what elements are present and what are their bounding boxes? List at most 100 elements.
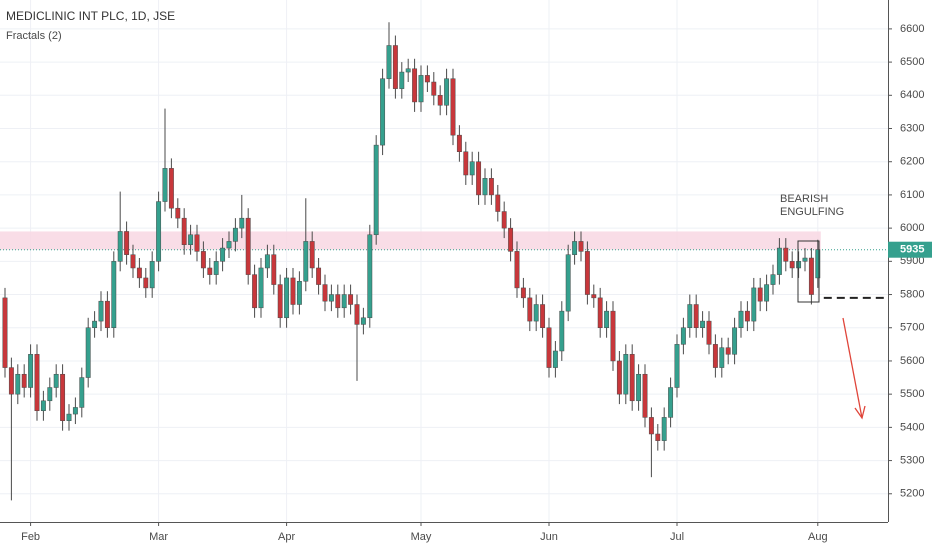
- candle-body: [104, 300, 110, 328]
- candle-body: [527, 297, 533, 322]
- candle-body: [565, 254, 571, 312]
- candle-body: [277, 284, 283, 319]
- candle-body: [412, 68, 418, 103]
- x-tick-label: Apr: [278, 531, 295, 543]
- candle-body: [789, 261, 795, 269]
- candle-body: [572, 241, 578, 255]
- y-tick-label: 6400: [900, 89, 924, 101]
- overlay: [0, 231, 888, 299]
- annotation-line: BEARISH: [780, 193, 828, 205]
- arrow-head: [854, 405, 866, 420]
- candle-body: [21, 373, 27, 388]
- candle-body: [476, 161, 482, 196]
- candle-body: [309, 241, 315, 269]
- candle-body: [175, 207, 181, 219]
- y-tick-label: 6300: [900, 122, 924, 134]
- candle-body: [98, 300, 104, 322]
- axes: 5200 5300 5400 5500 5600 5700 5800 5900 6000 6100…: [21, 23, 932, 543]
- candle-body: [495, 194, 501, 212]
- candle-body: [636, 373, 642, 402]
- candle-body: [629, 354, 635, 402]
- candle-body: [380, 78, 386, 146]
- candle-body: [399, 71, 405, 89]
- candle-body: [559, 310, 565, 352]
- candle-body: [53, 373, 59, 388]
- candle-body: [764, 284, 770, 302]
- arrow-shaft: [842, 317, 863, 419]
- candle-body: [700, 320, 706, 328]
- candle-body: [744, 310, 750, 322]
- y-tick-label: 6500: [900, 56, 924, 68]
- candle-body: [271, 254, 277, 285]
- candle-body: [540, 304, 546, 328]
- candle-body: [533, 304, 539, 322]
- candle-body: [232, 227, 238, 242]
- candle-body: [258, 267, 264, 309]
- candle-body: [488, 178, 494, 196]
- y-tick-label: 5500: [900, 388, 924, 400]
- y-tick-label: 5600: [900, 355, 924, 367]
- candle-body: [15, 373, 21, 395]
- resistance-zone: [0, 231, 821, 250]
- last-price-label: 5935: [900, 244, 924, 256]
- candle-body: [124, 231, 130, 255]
- candle-body: [156, 201, 162, 262]
- candle-body: [719, 347, 725, 368]
- candle-body: [450, 78, 456, 136]
- candle-body: [661, 417, 667, 441]
- candle-body: [348, 294, 354, 305]
- candle-body: [367, 234, 373, 319]
- y-tick-label: 5900: [900, 255, 924, 267]
- candle-body: [149, 261, 155, 289]
- candle-body: [194, 234, 200, 252]
- candle-body: [706, 320, 712, 345]
- candle-body: [578, 241, 584, 252]
- pattern-box: [797, 240, 820, 303]
- candle-body: [668, 387, 674, 418]
- forecast-arrow: [842, 317, 866, 420]
- candle-body: [456, 134, 462, 153]
- candle-body: [604, 310, 610, 328]
- candle-body: [213, 261, 219, 275]
- candle-body: [207, 267, 213, 275]
- candle-body: [143, 277, 149, 289]
- candle-body: [546, 327, 552, 368]
- candles: [2, 22, 821, 501]
- chart-title: MEDICLINIC INT PLC, 1D, JSE: [6, 9, 175, 23]
- x-tick-label: Jul: [670, 531, 684, 543]
- candle-body: [322, 284, 328, 302]
- candle-body: [514, 251, 520, 289]
- candle-body: [552, 350, 558, 368]
- candle-body: [47, 387, 53, 402]
- candle-body: [655, 433, 661, 441]
- candle-body: [162, 168, 168, 202]
- candle-body: [642, 373, 648, 418]
- candle-body: [725, 347, 731, 355]
- y-tick-label: 6100: [900, 189, 924, 201]
- candle-body: [482, 178, 488, 196]
- y-tick-label: 6200: [900, 156, 924, 168]
- candle-body: [117, 231, 123, 262]
- candle-body: [40, 400, 46, 412]
- candle-body: [188, 234, 194, 245]
- candle-body: [437, 95, 443, 106]
- candle-body: [28, 354, 34, 388]
- candle-body: [34, 354, 40, 412]
- candle-body: [92, 320, 98, 328]
- candle-body: [136, 267, 142, 279]
- candle-body: [226, 241, 232, 249]
- candle-body: [508, 227, 514, 252]
- candle-body: [200, 251, 206, 269]
- x-tick-label: Aug: [808, 531, 828, 543]
- candle-body: [610, 310, 616, 362]
- candle-body: [648, 417, 654, 435]
- x-tick-label: Feb: [21, 531, 40, 543]
- candle-body: [405, 68, 411, 73]
- y-tick-label: 5700: [900, 322, 924, 334]
- candle-body: [66, 413, 72, 421]
- candle-body: [8, 367, 14, 395]
- x-tick-label: Jun: [540, 531, 558, 543]
- candle-body: [264, 254, 270, 269]
- candle-body: [687, 304, 693, 328]
